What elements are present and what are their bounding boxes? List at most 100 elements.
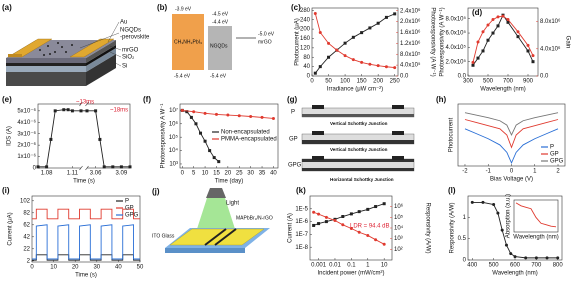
x-tick-label: 50 [325, 79, 332, 85]
device-schematic: (a) Au NGQDs -perovskite mrGO SiO₂ Si [2, 3, 150, 86]
plot-frame [31, 195, 141, 263]
electrode [204, 228, 227, 246]
data-point [393, 66, 397, 70]
data-point [492, 203, 496, 207]
data-point [531, 54, 535, 58]
legend-label: P [550, 145, 554, 151]
y2-tick-label: 4.0x10⁵ [400, 62, 421, 69]
y-tick-label: 1x10⁻⁶ [17, 153, 36, 160]
data-point [360, 60, 364, 64]
data-point [36, 165, 40, 169]
series-line [464, 112, 559, 137]
break-mark [79, 101, 83, 107]
y-tick-label: 40 [303, 64, 310, 70]
data-point [189, 115, 193, 119]
data-point [203, 139, 207, 143]
leader-lines [79, 21, 122, 67]
x-tick-label: -1 [486, 169, 492, 175]
data-point [312, 210, 316, 214]
y2-tick-label: 1.2x10⁶ [400, 40, 421, 47]
annotation: ~18ms [110, 108, 128, 114]
data-point [500, 228, 504, 232]
x-tick-label: 700 [503, 79, 514, 85]
ngqd-dots [39, 42, 73, 56]
perovskite-layer-side [86, 40, 116, 63]
y-tick-label: 62 [23, 222, 30, 228]
y2-tick-label: 4.0x10⁶ [540, 45, 561, 52]
y-tick-label: 120 [300, 45, 311, 51]
y-axis-label: Absorption (a.u.) [506, 194, 512, 238]
data-point [357, 210, 361, 214]
x-tick-label: 1 [533, 169, 537, 175]
y-tick-label: 200 [300, 27, 311, 33]
energy-level: -5.4 eV [210, 73, 227, 79]
data-point [471, 60, 475, 64]
data-point [471, 63, 475, 67]
y-tick-label: 0.5 [458, 236, 467, 242]
x-axis-label: Irradiance (μW cm⁻²) [327, 87, 383, 93]
x-axis-label: Bias Voltage (V) [490, 177, 533, 183]
label: MAPbBr₃/N-rGO [236, 215, 273, 221]
data-point [70, 109, 74, 113]
electrode [392, 156, 404, 160]
x-tick-label: 1.08 [41, 171, 53, 177]
y2-tick-label: 8.0x10⁵ [400, 51, 421, 58]
y-tick-label: 1E-7 [295, 232, 308, 238]
data-point [249, 114, 253, 118]
data-point [312, 223, 316, 227]
x-tick-label: 600 [510, 263, 521, 269]
y2-tick-label: 2.0x10⁶ [400, 18, 421, 25]
data-point [491, 31, 495, 35]
data-point [470, 200, 474, 204]
energy-level: -4.5 eV [212, 11, 229, 17]
axis-break [81, 103, 87, 169]
electrode [392, 105, 404, 109]
y-tick-label: 82 [23, 210, 30, 216]
x-tick-label: 1 [366, 263, 370, 269]
data-point [324, 220, 328, 224]
x-tick-label: 0.1 [347, 263, 356, 269]
x-tick-label: 2 [556, 169, 560, 175]
data-point [476, 56, 480, 60]
data-point [360, 31, 364, 35]
x-tick-label: 0.001 [311, 263, 327, 269]
data-point [504, 243, 508, 247]
panel-label: (l) [448, 186, 456, 195]
data-point [351, 35, 355, 39]
x-tick-label: 40 [270, 171, 277, 177]
x-tick-label: 50 [137, 265, 144, 271]
series-line [472, 201, 558, 259]
y-tick-label: 240 [300, 17, 311, 23]
x-tick-label: 20 [225, 171, 232, 177]
data-point [349, 212, 353, 216]
data-point [481, 30, 485, 34]
device-structures: (g) P GP GPG Vertical Schottky Junction … [287, 95, 415, 182]
photodetector-schematic: (j) Light ITO Glass MAPbBr₃/N-rGO [152, 187, 273, 253]
panel-label: (b) [157, 3, 168, 12]
data-point [366, 207, 370, 211]
data-point [545, 256, 549, 260]
data-point [317, 222, 321, 226]
y-tick-label: 10³ [169, 162, 178, 168]
x-tick-label: 150 [357, 79, 368, 85]
y-axis-label: Current (μA) [8, 212, 14, 245]
layer-label: -perovskite [120, 35, 150, 41]
data-point [496, 24, 500, 28]
x-axis-label: Time (day) [215, 179, 243, 185]
y-tick-label: 10⁶ [169, 120, 179, 127]
x-tick-label: 3.06 [90, 171, 102, 177]
data-point [94, 109, 98, 113]
x-tick-label: 500 [483, 79, 494, 85]
data-point [327, 55, 331, 59]
y-tick-label: 3x10⁻⁶ [17, 130, 36, 137]
series-line [464, 119, 559, 149]
data-point [98, 137, 102, 141]
y-tick-label: 80 [303, 55, 310, 61]
layer [302, 159, 414, 162]
y2-axis-label: Gain [564, 36, 570, 49]
data-point [208, 149, 212, 153]
x-axis-label: Time (s) [75, 273, 97, 279]
ngqd-band [208, 26, 232, 70]
data-point [343, 41, 347, 45]
